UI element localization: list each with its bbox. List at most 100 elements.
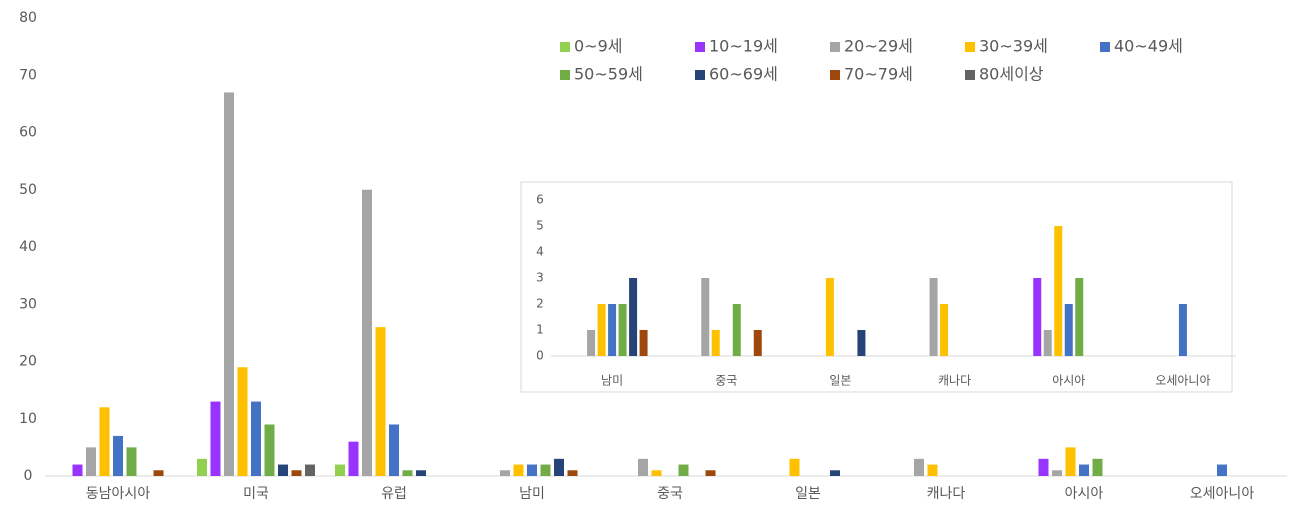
bar (126, 447, 137, 476)
legend-label: 50~59세 (574, 65, 643, 84)
x-tick-label: 캐나다 (938, 374, 971, 388)
legend-label: 40~49세 (1114, 37, 1183, 56)
y-tick-label: 40 (19, 239, 37, 255)
bar (113, 435, 123, 476)
y-tick-label: 80 (19, 10, 37, 26)
y-tick-label: 30 (19, 296, 37, 312)
bar (99, 407, 110, 476)
bar (651, 470, 662, 476)
y-tick-label: 70 (19, 67, 37, 83)
bar (72, 464, 83, 476)
y-tick-label: 0 (536, 349, 544, 363)
bar (618, 304, 627, 356)
bar (1079, 464, 1089, 476)
bar (587, 330, 596, 356)
bar (335, 464, 345, 476)
bar (1178, 304, 1187, 356)
x-tick-label: 아시아 (1052, 374, 1085, 388)
legend-label: 30~39세 (979, 37, 1048, 56)
bar (914, 458, 924, 476)
x-tick-label: 캐나다 (927, 486, 966, 502)
x-tick-label: 오세아니아 (1190, 486, 1255, 502)
y-tick-label: 4 (536, 245, 544, 259)
bar (629, 278, 638, 356)
bar (1065, 447, 1076, 476)
inset-chart: 0 1 2 3 4 5 6 남미 중국 일본 캐나다 아시아 오세아니아 (536, 193, 1236, 388)
y-tick-label: 0 (24, 468, 33, 484)
bar (348, 441, 359, 476)
bar (513, 464, 524, 476)
bar (857, 330, 866, 356)
y-tick-label: 50 (19, 182, 37, 198)
x-tick-label: 남미 (601, 374, 623, 388)
bar (732, 304, 741, 356)
x-tick-label: 유럽 (381, 486, 407, 502)
legend-label: 10~19세 (709, 37, 778, 56)
bar (362, 189, 372, 476)
bar (291, 470, 302, 476)
bar (237, 367, 248, 476)
bar (251, 401, 261, 476)
bar (705, 470, 716, 476)
bar (1217, 464, 1227, 476)
bar (224, 92, 234, 477)
y-tick-label: 1 (536, 323, 544, 337)
bar (678, 464, 689, 476)
bar (389, 424, 399, 476)
y-tick-label: 20 (19, 354, 37, 370)
bar (416, 470, 426, 476)
bar (830, 470, 840, 476)
bar (305, 464, 315, 476)
bar (210, 401, 221, 476)
bar (789, 458, 800, 476)
x-tick-label: 일본 (795, 486, 821, 502)
bar (86, 447, 96, 476)
y-tick-label: 3 (536, 271, 544, 285)
bar (554, 458, 564, 476)
bar (1075, 278, 1084, 356)
legend-swatch (695, 70, 705, 80)
bar (278, 464, 288, 476)
legend-swatch (830, 70, 840, 80)
x-tick-label: 오세아니아 (1155, 374, 1210, 388)
bar (711, 330, 720, 356)
bar (701, 278, 710, 356)
legend-swatch (965, 42, 975, 52)
bar (375, 327, 386, 476)
bar (527, 464, 537, 476)
x-tick-label: 중국 (657, 486, 683, 502)
x-tick-label: 아시아 (1065, 486, 1104, 502)
bar (1033, 278, 1042, 356)
bar (597, 304, 606, 356)
bar (1064, 304, 1073, 356)
x-tick-label: 일본 (829, 374, 851, 388)
y-tick-label: 5 (536, 219, 544, 233)
bar (927, 464, 938, 476)
legend-label: 20~29세 (844, 37, 913, 56)
legend-label: 60~69세 (709, 65, 778, 84)
bar (567, 470, 578, 476)
legend-label: 70~79세 (844, 65, 913, 84)
bar (540, 464, 551, 476)
legend-label: 0~9세 (574, 37, 623, 56)
bar (1043, 330, 1052, 356)
inset-frame (520, 181, 1233, 393)
bar (929, 278, 938, 356)
bar (825, 278, 834, 356)
y-tick-label: 6 (536, 193, 544, 207)
bar (940, 304, 949, 356)
bar (264, 424, 275, 476)
x-tick-label: 남미 (519, 486, 545, 502)
legend-swatch (695, 42, 705, 52)
legend-swatch (560, 70, 570, 80)
y-tick-label: 10 (19, 411, 37, 427)
y-tick-label: 2 (536, 297, 544, 311)
bar (1092, 458, 1103, 476)
legend-swatch (830, 42, 840, 52)
bar (1052, 470, 1062, 476)
bar (753, 330, 762, 356)
bar (638, 458, 648, 476)
